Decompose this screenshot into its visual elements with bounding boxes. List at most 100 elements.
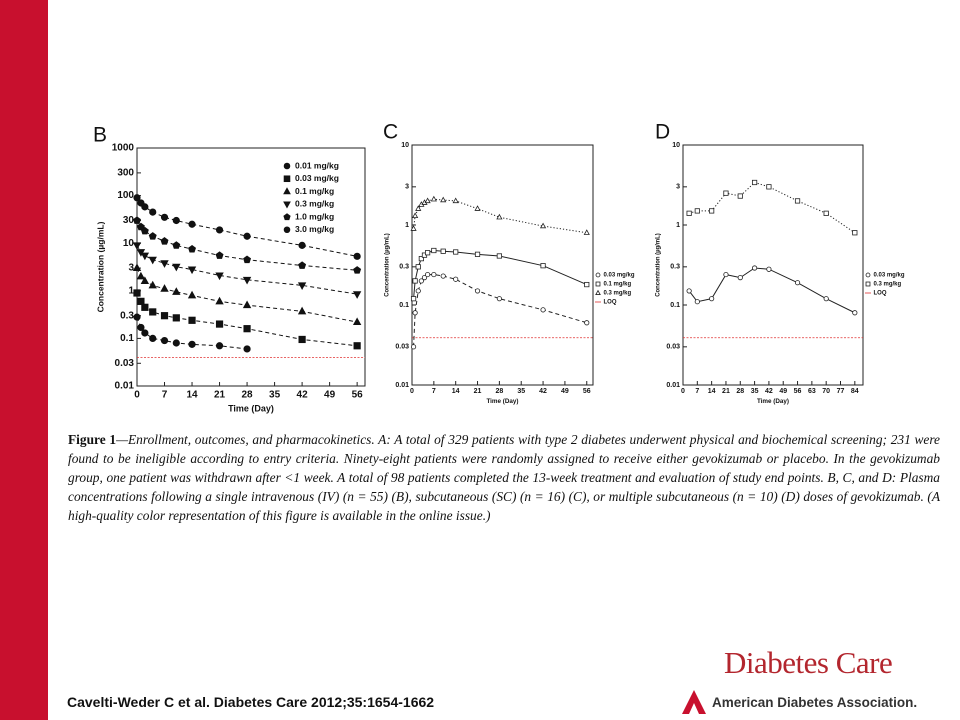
marker (141, 329, 149, 337)
marker (140, 276, 150, 285)
marker (412, 310, 418, 316)
marker (453, 249, 459, 255)
x-tick-label: 35 (269, 390, 281, 401)
series-line (688, 181, 856, 234)
marker (453, 276, 459, 282)
marker (298, 335, 306, 344)
y-tick-label: 300 (117, 168, 134, 179)
marker (133, 313, 141, 321)
marker (751, 179, 758, 186)
legend-marker (283, 175, 291, 183)
marker (353, 266, 362, 274)
y-axis-label: Concentration (µg/mL) (384, 233, 390, 296)
y-tick-label: 0.1 (399, 302, 409, 309)
marker (160, 312, 169, 320)
marker (137, 323, 145, 332)
x-tick-label: 14 (186, 390, 198, 401)
marker (140, 252, 150, 261)
panel-label: B (93, 124, 107, 147)
marker (440, 273, 446, 279)
marker (148, 280, 157, 289)
marker (440, 248, 446, 254)
marker (215, 272, 224, 281)
marker (297, 282, 307, 291)
marker (148, 232, 157, 240)
marker (415, 264, 421, 270)
marker (412, 212, 419, 219)
y-tick-label: 0.1 (120, 333, 134, 344)
plot-frame (411, 144, 594, 386)
marker (243, 232, 251, 240)
y-tick-label: 0.03 (115, 358, 135, 369)
legend-marker (865, 281, 871, 287)
x-axis-label: Time (Day) (486, 398, 518, 405)
x-tick-label: 84 (851, 388, 859, 395)
x-tick-label: 21 (722, 388, 730, 395)
x-tick-label: 49 (561, 388, 569, 395)
x-tick-label: 56 (583, 388, 591, 395)
marker (410, 296, 417, 302)
marker (539, 222, 547, 229)
marker (172, 314, 180, 322)
x-axis-label: Time (Day) (228, 403, 274, 413)
marker (823, 296, 829, 302)
x-tick-label: 21 (214, 390, 226, 401)
association-logo: American Diabetes Association. (712, 695, 918, 710)
marker (353, 342, 361, 350)
marker (172, 216, 180, 225)
y-tick-label: 10 (401, 142, 409, 149)
marker (187, 266, 197, 275)
marker (149, 208, 157, 216)
panel-label: C (383, 121, 398, 144)
marker (723, 190, 729, 196)
marker (431, 271, 437, 278)
x-tick-label: 42 (539, 388, 547, 395)
marker (188, 340, 196, 348)
legend-label: 0.01 mg/kg (295, 160, 339, 170)
x-tick-label: 35 (751, 388, 759, 395)
marker (686, 210, 692, 216)
marker (188, 220, 196, 228)
legend-label: 1.0 mg/kg (295, 211, 334, 221)
y-tick-label: 0.1 (670, 302, 680, 309)
marker (132, 263, 142, 272)
marker (686, 288, 692, 294)
marker (243, 255, 252, 264)
marker (172, 263, 181, 272)
marker (766, 266, 772, 272)
marker (160, 284, 169, 292)
marker (353, 252, 361, 260)
y-tick-label: 1 (405, 222, 409, 229)
x-tick-label: 42 (765, 388, 773, 395)
marker (496, 253, 502, 259)
x-tick-label: 56 (794, 388, 802, 395)
series-line (136, 267, 358, 323)
marker (421, 275, 428, 281)
legend-label: 0.03 mg/kg (874, 273, 905, 279)
legend-label: 0.1 mg/kg (295, 186, 334, 196)
marker (215, 296, 224, 305)
legend-marker (283, 226, 291, 234)
marker (794, 198, 801, 204)
x-tick-label: 56 (352, 390, 364, 401)
caption-text: —Enrollment, outcomes, and pharmacokinet… (68, 432, 940, 523)
marker (133, 194, 141, 202)
marker (852, 230, 858, 236)
marker (298, 261, 307, 269)
y-tick-label: 10 (123, 238, 135, 249)
marker (215, 342, 224, 350)
marker (737, 275, 743, 281)
marker (496, 213, 503, 220)
marker (132, 242, 142, 251)
x-tick-label: 28 (495, 388, 503, 395)
marker (723, 271, 729, 278)
marker (298, 241, 306, 249)
marker (188, 316, 196, 324)
legend-label: 0.03 mg/kg (295, 173, 339, 183)
marker (148, 256, 157, 265)
marker (584, 281, 590, 288)
marker (187, 290, 197, 299)
legend-marker (865, 272, 871, 278)
y-tick-label: 100 (117, 190, 134, 201)
